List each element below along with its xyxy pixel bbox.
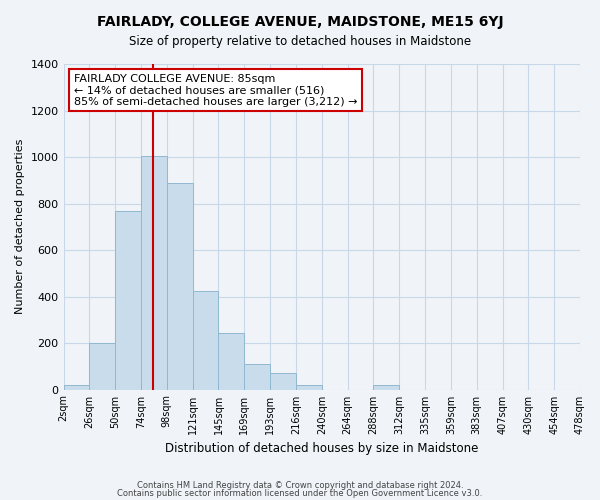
Bar: [244, 364, 270, 390]
Text: Contains HM Land Registry data © Crown copyright and database right 2024.: Contains HM Land Registry data © Crown c…: [137, 480, 463, 490]
Bar: [373, 385, 399, 390]
X-axis label: Distribution of detached houses by size in Maidstone: Distribution of detached houses by size …: [165, 442, 478, 455]
Text: FAIRLADY, COLLEGE AVENUE, MAIDSTONE, ME15 6YJ: FAIRLADY, COLLEGE AVENUE, MAIDSTONE, ME1…: [97, 15, 503, 29]
Bar: [218, 332, 244, 390]
Text: FAIRLADY COLLEGE AVENUE: 85sqm
← 14% of detached houses are smaller (516)
85% of: FAIRLADY COLLEGE AVENUE: 85sqm ← 14% of …: [74, 74, 358, 107]
Text: Contains public sector information licensed under the Open Government Licence v3: Contains public sector information licen…: [118, 489, 482, 498]
Bar: [89, 343, 115, 390]
Bar: [193, 290, 218, 390]
Bar: [270, 374, 296, 390]
Bar: [64, 385, 89, 390]
Bar: [296, 385, 322, 390]
Y-axis label: Number of detached properties: Number of detached properties: [15, 139, 25, 314]
Text: Size of property relative to detached houses in Maidstone: Size of property relative to detached ho…: [129, 35, 471, 48]
Bar: [115, 210, 141, 390]
Bar: [167, 182, 193, 390]
Bar: [141, 156, 167, 390]
